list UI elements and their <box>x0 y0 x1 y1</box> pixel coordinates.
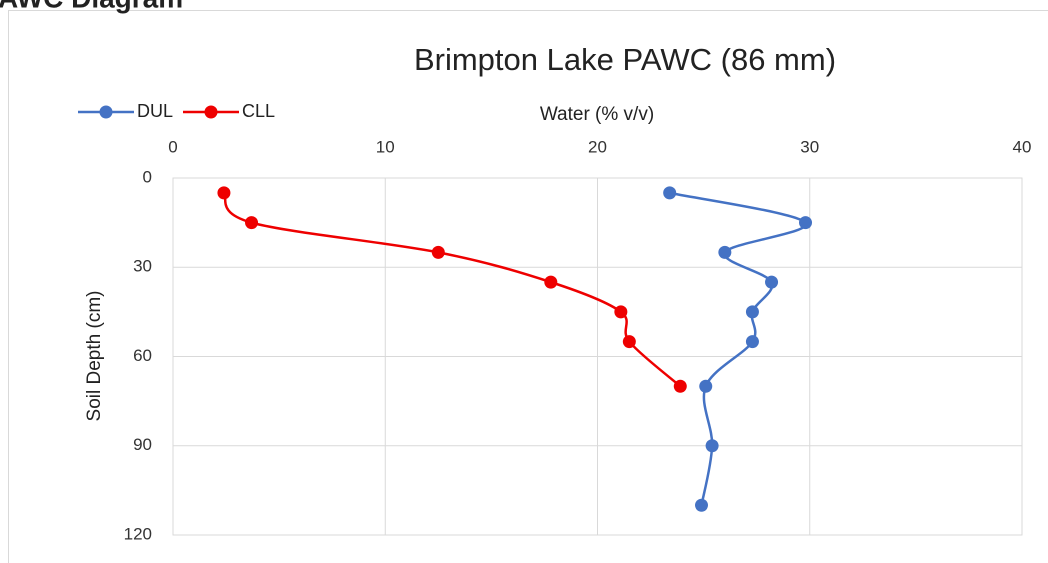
data-point <box>718 245 732 259</box>
x-axis-title: Water (% v/v) <box>540 104 654 125</box>
series-line <box>669 191 808 506</box>
legend-marker <box>204 105 218 119</box>
data-point <box>695 498 709 512</box>
y-tick-label: 60 <box>133 346 152 365</box>
data-point <box>614 305 628 319</box>
legend-marker <box>99 105 113 119</box>
series-line <box>222 192 682 388</box>
data-point <box>217 186 231 200</box>
data-point <box>799 216 813 230</box>
page-heading: AWC Diagram <box>0 0 183 13</box>
x-tick-label: 30 <box>800 137 819 156</box>
legend-label: DUL <box>137 101 173 121</box>
data-point <box>745 335 759 349</box>
y-tick-label: 30 <box>133 257 152 276</box>
data-point <box>673 379 687 393</box>
x-tick-label: 0 <box>168 137 177 156</box>
data-point <box>663 186 677 200</box>
data-point <box>622 335 636 349</box>
plot-border <box>172 177 1023 536</box>
data-point <box>245 216 259 230</box>
data-point <box>544 275 558 289</box>
x-tick-label: 20 <box>588 137 607 156</box>
y-tick-label: 0 <box>143 167 152 186</box>
data-point <box>745 305 759 319</box>
y-axis-title: Soil Depth (cm) <box>84 291 105 422</box>
legend-label: CLL <box>242 101 275 121</box>
x-tick-label: 40 <box>1013 137 1032 156</box>
y-tick-label: 120 <box>124 524 152 543</box>
data-point <box>765 275 779 289</box>
y-tick-label: 90 <box>133 435 152 454</box>
x-tick-label: 10 <box>376 137 395 156</box>
data-point <box>699 379 713 393</box>
data-point <box>705 439 719 453</box>
chart-title: Brimpton Lake PAWC (86 mm) <box>414 42 836 77</box>
data-point <box>431 245 445 259</box>
